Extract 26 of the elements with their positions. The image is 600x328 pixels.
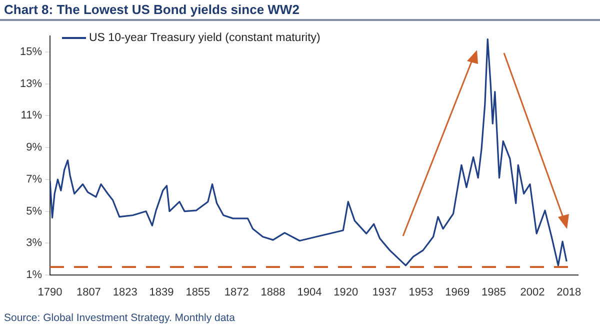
y-tick-label: 3% (26, 237, 42, 250)
x-tick-label: 1920 (334, 286, 358, 299)
y-tick-label: 5% (26, 205, 42, 218)
x-tick-label: 1807 (76, 286, 101, 299)
x-tick-label: 1904 (297, 286, 322, 299)
x-tick-label: 1823 (112, 286, 138, 299)
legend-label: US 10-year Treasury yield (constant maturity) (89, 32, 320, 44)
x-tick-label: 1790 (38, 286, 62, 299)
x-tick-label: 1872 (224, 286, 249, 299)
x-tick-label: 1953 (408, 286, 434, 299)
x-tick-label: 2002 (520, 286, 545, 299)
x-tick-label: 2018 (556, 286, 582, 299)
y-tick-label: 1% (26, 269, 42, 282)
source-note: Source: Global Investment Strategy. Monthly data (4, 312, 235, 324)
chart-title: Chart 8: The Lowest US Bond yields since WW2 (4, 2, 300, 17)
y-tick-label: 11% (20, 110, 42, 122)
x-tick-label: 1985 (482, 286, 506, 299)
y-tick-label: 15% (20, 46, 42, 58)
y-tick-label: 13% (20, 78, 42, 90)
y-tick-label: 9% (26, 142, 42, 154)
x-tick-label: 1855 (186, 286, 210, 299)
x-tick-label: 1969 (445, 286, 470, 299)
x-tick-label: 1937 (372, 286, 397, 299)
x-tick-label: 1888 (260, 286, 286, 299)
y-tick-label: 7% (26, 173, 42, 186)
x-tick-label: 1839 (149, 286, 174, 299)
